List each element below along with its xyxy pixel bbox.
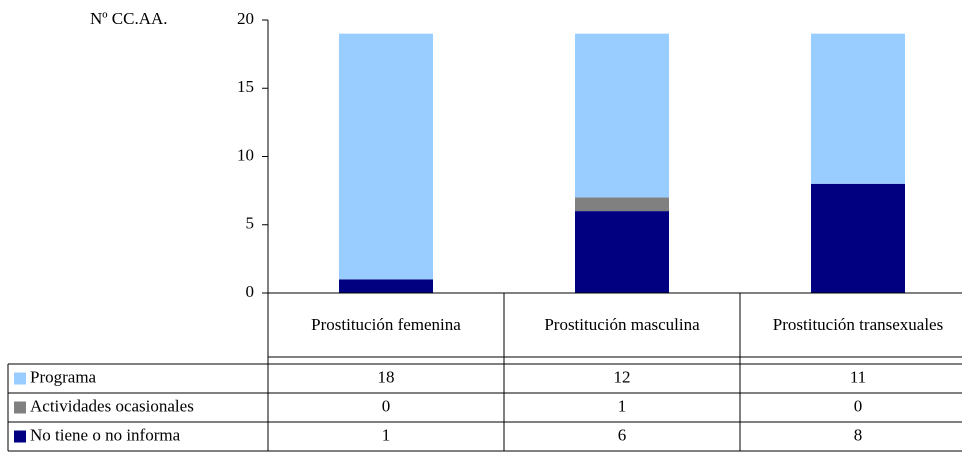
table-value: 11	[850, 367, 866, 386]
y-tick-label: 15	[237, 77, 254, 96]
table-value: 18	[378, 367, 395, 386]
y-tick-label: 20	[237, 9, 254, 28]
legend-label: No tiene o no informa	[30, 425, 181, 444]
bar-segment	[575, 197, 669, 212]
y-tick-label: 10	[237, 145, 254, 164]
bar-segment	[575, 211, 669, 293]
y-tick-label: 5	[246, 214, 255, 233]
table-value: 12	[614, 367, 631, 386]
legend-key	[14, 430, 26, 443]
legend-label: Actividades ocasionales	[30, 396, 194, 415]
category-cell: Prostitución femenina	[311, 315, 461, 334]
y-tick-label: 0	[246, 282, 255, 301]
x-tick-label: Prostitución femenina	[311, 315, 461, 334]
legend-key	[14, 372, 26, 385]
bar-segment	[811, 33, 905, 184]
x-tick-label: Prostitución transexuales	[772, 315, 944, 334]
category-cell: Prostitución transexuales	[772, 315, 944, 334]
bar-segment	[811, 183, 905, 293]
table-value: 0	[382, 396, 391, 415]
table-value: 1	[618, 396, 627, 415]
legend-key	[14, 401, 26, 414]
table-value: 6	[618, 425, 627, 444]
category-cell: Prostitución masculina	[544, 315, 700, 334]
bar-segment	[339, 33, 433, 280]
x-tick-label: Prostitución masculina	[544, 315, 700, 334]
y-axis-label: Nº CC.AA.	[90, 9, 168, 28]
legend-label: Programa	[30, 367, 97, 386]
table-value: 8	[854, 425, 863, 444]
bar-segment	[339, 279, 433, 293]
table-value: 0	[854, 396, 863, 415]
bar-segment	[575, 33, 669, 198]
table-value: 1	[382, 425, 391, 444]
